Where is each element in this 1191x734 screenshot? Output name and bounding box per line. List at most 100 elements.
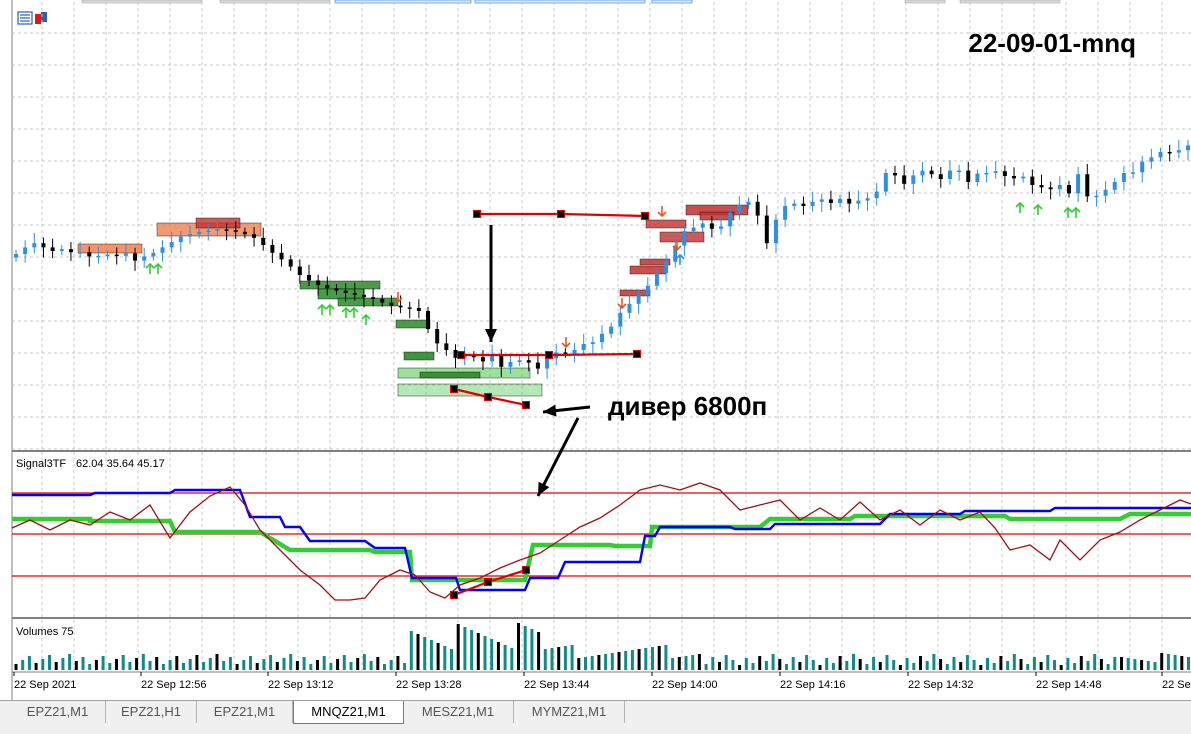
candle-body (984, 173, 989, 175)
up-arrow-icon (341, 306, 351, 318)
up-arrow-icon (1063, 206, 1073, 218)
candle-body (828, 199, 833, 203)
candle-body (398, 305, 403, 308)
annotation-arrowhead (543, 404, 557, 417)
tab-mnqz21-m1[interactable]: MNQZ21,M1 (293, 701, 404, 724)
candle-body (783, 206, 788, 220)
tab-mesz21-m1[interactable]: MESZ21,M1 (403, 701, 514, 723)
candle-body (691, 227, 696, 232)
candle-body (23, 247, 28, 254)
oscillator-line (11, 482, 1191, 601)
up-arrow-icon (1033, 203, 1043, 215)
candle-body (407, 307, 412, 309)
candle-body (316, 280, 321, 286)
down-arrow-icon (561, 337, 571, 349)
candle-body (737, 204, 742, 213)
candle-body (856, 200, 861, 204)
trend-lines (450, 210, 649, 409)
volume-bars (14, 623, 1190, 670)
candle-body (142, 256, 147, 261)
candle-body (618, 312, 623, 327)
trend-line-anchor (473, 210, 481, 218)
time-label: 22 Sep 13:44 (524, 679, 589, 691)
candle-body (380, 299, 385, 303)
candle-body (151, 252, 156, 257)
down-arrow-icon (672, 240, 682, 252)
indicator-lines (11, 482, 1191, 601)
trend-line-anchor (457, 351, 465, 359)
candle-body (224, 229, 229, 231)
indicator-name: Signal3TF (16, 458, 66, 470)
tab-epz21-m1-2[interactable]: EPZ21,M1 (197, 701, 293, 723)
candle-body (957, 170, 962, 173)
candle-body (764, 215, 769, 244)
zone-rect (629, 265, 667, 275)
annotation-arrowhead (538, 481, 550, 496)
tab-mymz21-m1[interactable]: MYMZ21,M1 (514, 701, 625, 723)
trading-chart[interactable]: 22-09-01-mnq дивер 6800п Signal3TF 62.04… (0, 0, 1191, 700)
trend-line-anchor (450, 385, 458, 393)
zone-rect (419, 371, 481, 379)
tab-epz21-h1[interactable]: EPZ21,H1 (106, 701, 197, 723)
chart-menu-icon[interactable] (17, 11, 47, 25)
trend-line-anchor (641, 212, 649, 220)
up-arrow-icon (1071, 206, 1081, 218)
time-label: 22 Sep 14:16 (780, 679, 845, 691)
candle-body (307, 275, 311, 281)
candle-body (947, 170, 952, 179)
down-arrow-icon (393, 292, 403, 304)
indicator-values: 62.04 35.64 45.17 (76, 458, 165, 470)
trend-line-anchor (633, 350, 641, 358)
up-arrow-icon (325, 303, 335, 315)
signal-arrows (145, 201, 1081, 349)
candle-body (508, 362, 513, 367)
candle-body (206, 230, 211, 233)
candle-body (572, 350, 577, 354)
annotation-arrow (536, 417, 580, 497)
candle-body (847, 198, 852, 204)
zone-rect (395, 319, 431, 329)
candle-body (1140, 161, 1145, 173)
candle-body (874, 191, 879, 199)
candle-body (499, 354, 504, 367)
zone-rect (317, 288, 365, 300)
candle-body (435, 329, 440, 344)
candle-body (444, 343, 449, 350)
candle-body (1076, 174, 1081, 194)
candle-body (1112, 182, 1117, 190)
trend-line-anchor (557, 210, 565, 218)
candle-body (50, 247, 55, 251)
time-label: 22 Sep 13:12 (268, 679, 333, 691)
candle-body (471, 355, 476, 358)
zone-rect (639, 258, 671, 266)
candle-body (911, 175, 916, 184)
candle-body (773, 219, 778, 244)
candle-body (654, 273, 659, 286)
candle-body (325, 285, 330, 289)
time-label: 22 Sep 14:00 (652, 679, 717, 691)
time-label: 22 Sep 2021 (14, 679, 76, 691)
time-axis: 22 Sep 2021 22 Sep 12:56 22 Sep 13:12 22 Se… (13, 672, 1191, 691)
volumes-label: Volumes 75 (16, 626, 73, 638)
candle-body (352, 293, 357, 295)
candle-body (719, 226, 724, 229)
candle-body (938, 174, 943, 179)
candle-body (709, 223, 714, 229)
zone-rect (645, 219, 687, 229)
zone-rect (77, 243, 143, 254)
zone-rectangles (77, 204, 749, 397)
candle-body (664, 261, 669, 274)
annotation-text: дивер 6800п (608, 391, 767, 421)
candle-body (288, 259, 293, 267)
candle-body (810, 201, 815, 206)
candle-body (1030, 176, 1035, 185)
tab-epz21-m1[interactable]: EPZ21,M1 (10, 701, 106, 723)
zone-rect (659, 231, 705, 243)
time-label: 22 Sep 14:32 (908, 679, 973, 691)
candle-body (160, 247, 165, 253)
candle-body (975, 173, 980, 182)
candle-body (673, 245, 678, 262)
candle-body (1103, 189, 1108, 196)
up-arrow-icon (1015, 201, 1025, 213)
candle-body (526, 360, 531, 363)
